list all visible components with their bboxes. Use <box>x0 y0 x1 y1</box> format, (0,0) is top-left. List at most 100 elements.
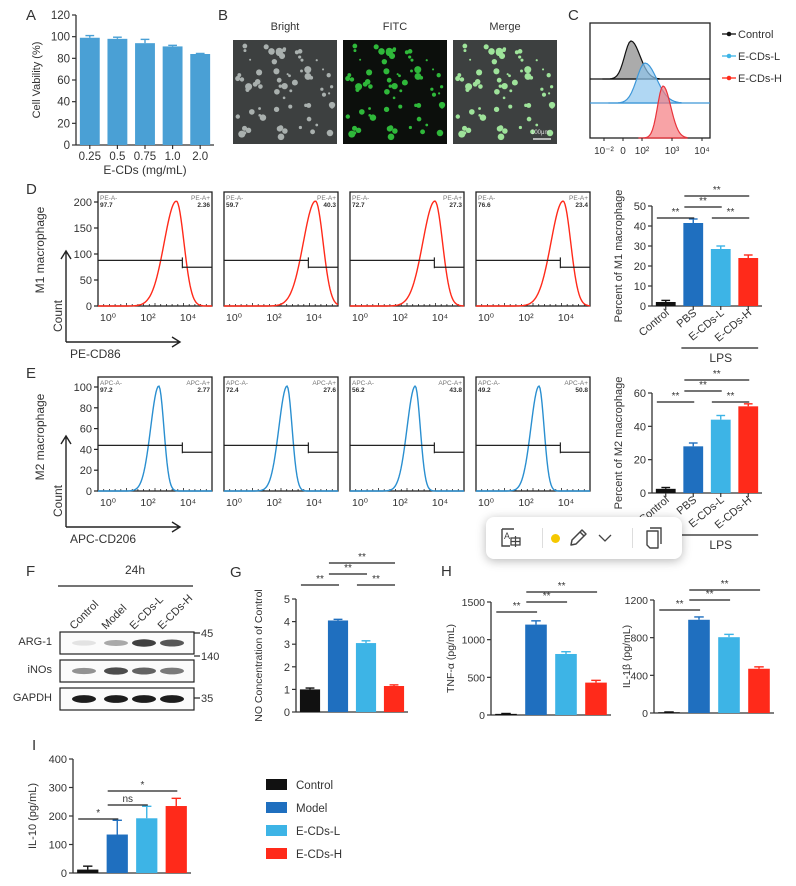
blot-band <box>104 639 128 647</box>
microscopy-title: Merge <box>489 21 520 33</box>
cell <box>526 103 532 108</box>
x-tick-label: 10⁴ <box>694 146 709 157</box>
cell <box>497 133 505 141</box>
x-tick-label: 10⁴ <box>558 312 574 324</box>
x-tick-label: 10⁴ <box>432 312 448 324</box>
gate-positive-label: PE-A+ <box>443 195 462 202</box>
cell <box>430 87 434 91</box>
y-axis-label: IL-1β (pg/mL) <box>621 625 633 688</box>
y-tick-label: 800 <box>630 633 648 645</box>
bar-Model <box>525 624 547 715</box>
gate-positive-value: 27.6 <box>323 387 336 394</box>
cell <box>282 96 286 100</box>
y-tick-label: 80 <box>80 403 92 415</box>
cell <box>294 50 299 55</box>
microscopy-title: Bright <box>271 21 300 33</box>
significance-label: ** <box>721 579 729 590</box>
y-tick-label: 0 <box>86 486 92 498</box>
significance-label: ** <box>358 552 366 563</box>
cell <box>256 69 263 76</box>
x-tick-label: 10⁰ <box>100 312 117 324</box>
flow_d-histogram-3: PE-A-72.7 PE-A+27.3 10⁰ 10² 10⁴ <box>349 191 465 324</box>
y-tick-label: 1000 <box>462 635 486 647</box>
chart-H-IL1b: 0 400 800 1200 IL-1β (pg/mL) ** ** ** <box>621 579 774 720</box>
significance-label: ** <box>727 207 735 218</box>
gate-negative-value: 97.7 <box>100 202 113 209</box>
cell <box>274 88 280 95</box>
cell <box>548 92 551 95</box>
x-tick-label: 10² <box>392 497 408 509</box>
gate-negative-label: APC-A- <box>100 380 122 387</box>
panel-label-g: G <box>230 564 242 581</box>
cell <box>288 104 293 109</box>
blot-band <box>72 695 96 703</box>
x-tick-label: 10⁰ <box>100 497 117 509</box>
y-tick-label: 300 <box>49 783 67 795</box>
cell <box>408 55 412 59</box>
gate-positive-label: APC-A+ <box>438 380 462 387</box>
cell <box>414 103 418 108</box>
cell <box>438 92 441 95</box>
pen-options-dropdown[interactable] <box>596 529 614 547</box>
legend-marker <box>726 75 732 81</box>
cell <box>436 129 444 137</box>
histogram-curve <box>476 200 591 307</box>
legend-marker <box>726 31 732 37</box>
bar-E-CDs-L <box>718 637 740 713</box>
cell <box>459 77 465 82</box>
cell <box>259 114 267 121</box>
microscopy-image-fitc <box>343 40 447 144</box>
y-tick-label: 200 <box>49 811 67 823</box>
cell <box>404 50 409 55</box>
cell <box>520 58 524 62</box>
cell <box>386 125 393 132</box>
cell <box>398 74 401 78</box>
highlight-color-button[interactable] <box>550 533 560 543</box>
y-tick-label: 1500 <box>462 597 486 609</box>
bar-E-CDs-H <box>383 686 405 712</box>
copy-button[interactable] <box>642 526 666 550</box>
cell <box>384 88 390 95</box>
significance-label: ** <box>543 591 551 602</box>
x-tick-label: 10² <box>518 312 534 324</box>
gate-positive-value: 40.3 <box>323 202 336 209</box>
flow_d-histogram-1: PE-A-97.7 PE-A+2.36 10⁰ 10² 10⁴ <box>97 191 213 324</box>
y-tick-label: 100 <box>74 382 92 394</box>
cell <box>321 68 325 71</box>
y-tick-label: 0 <box>61 868 67 880</box>
cell <box>273 68 280 75</box>
bar-0.5 <box>107 38 128 146</box>
cell <box>273 106 280 113</box>
y-axis-label-main: M2 macrophage <box>33 393 47 480</box>
cell <box>483 44 489 50</box>
gate-negative-value: 72.4 <box>226 387 239 394</box>
cell <box>386 77 392 83</box>
histogram-curve <box>350 200 464 307</box>
cell <box>245 127 252 134</box>
cell <box>355 127 362 134</box>
pen-button[interactable] <box>566 527 590 549</box>
cell <box>508 104 513 109</box>
translate-button[interactable]: A <box>498 526 524 550</box>
bar-0.25 <box>79 37 100 145</box>
bar-E-CDs-H <box>585 682 607 715</box>
cell <box>276 77 282 83</box>
gate-negative-label: APC-A- <box>226 380 248 387</box>
y-tick-label: 0 <box>640 488 646 500</box>
cell <box>462 125 468 131</box>
x-tick-label: 10⁰ <box>226 312 243 324</box>
cell <box>425 123 429 127</box>
bar-E-CDs-L <box>136 818 158 873</box>
blot-strip <box>59 631 195 655</box>
x-tick-label: 10⁴ <box>306 497 322 509</box>
cell <box>493 68 500 75</box>
cell <box>278 84 282 88</box>
cell <box>239 77 245 82</box>
significance-label: * <box>141 780 145 791</box>
gate-positive-value: 27.3 <box>449 202 462 209</box>
legend-swatch <box>266 802 287 813</box>
legend-label: Control <box>738 29 773 41</box>
cell <box>245 87 250 92</box>
cell <box>289 89 293 93</box>
significance-label: ** <box>699 196 707 207</box>
